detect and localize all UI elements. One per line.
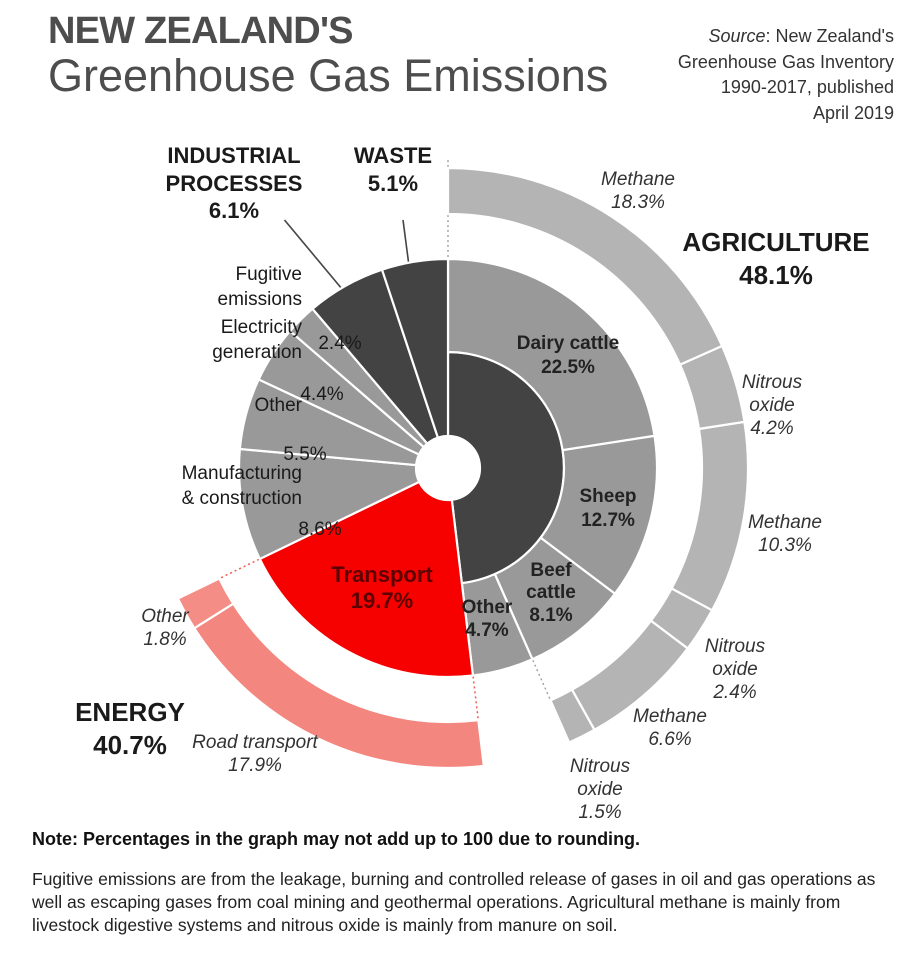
svg-text:19.7%: 19.7% (351, 588, 413, 613)
svg-text:Beef: Beef (530, 560, 572, 581)
svg-text:8.1%: 8.1% (529, 605, 572, 626)
svg-text:Nitrous: Nitrous (705, 636, 766, 657)
svg-text:oxide: oxide (712, 659, 757, 680)
svg-text:10.3%: 10.3% (758, 535, 812, 556)
svg-text:Manufacturing: Manufacturing (182, 463, 302, 484)
svg-text:Nitrous: Nitrous (570, 756, 631, 777)
svg-text:oxide: oxide (749, 395, 794, 416)
svg-text:6.6%: 6.6% (648, 729, 691, 750)
svg-text:18.3%: 18.3% (611, 192, 665, 213)
svg-text:Dairy cattle: Dairy cattle (517, 333, 619, 354)
svg-text:cattle: cattle (526, 582, 576, 603)
svg-text:Nitrous: Nitrous (742, 372, 803, 393)
svg-text:emissions: emissions (218, 289, 302, 310)
svg-text:& construction: & construction (182, 488, 302, 509)
svg-text:Methane: Methane (601, 169, 675, 190)
svg-text:1.5%: 1.5% (578, 802, 621, 823)
svg-text:12.7%: 12.7% (581, 510, 635, 531)
svg-text:5.5%: 5.5% (283, 444, 326, 465)
svg-text:4.7%: 4.7% (465, 620, 508, 641)
svg-text:1.8%: 1.8% (143, 629, 186, 650)
svg-text:Methane: Methane (633, 706, 707, 727)
svg-text:Other: Other (254, 395, 302, 416)
svg-text:2.4%: 2.4% (318, 333, 361, 354)
svg-text:Other: Other (141, 606, 189, 627)
svg-text:8.6%: 8.6% (298, 519, 341, 540)
svg-text:Sheep: Sheep (579, 486, 636, 507)
svg-text:4.2%: 4.2% (750, 418, 793, 439)
svg-text:oxide: oxide (577, 779, 622, 800)
svg-text:Transport: Transport (331, 562, 433, 587)
svg-text:22.5%: 22.5% (541, 357, 595, 378)
svg-text:Fugitive: Fugitive (235, 264, 302, 285)
svg-text:generation: generation (212, 342, 302, 363)
svg-text:17.9%: 17.9% (228, 755, 282, 776)
svg-text:Methane: Methane (748, 512, 822, 533)
svg-text:2.4%: 2.4% (712, 682, 756, 703)
svg-text:4.4%: 4.4% (300, 384, 343, 405)
svg-text:Electricity: Electricity (221, 317, 303, 338)
svg-text:Other: Other (462, 597, 513, 618)
svg-text:Road transport: Road transport (192, 732, 318, 753)
